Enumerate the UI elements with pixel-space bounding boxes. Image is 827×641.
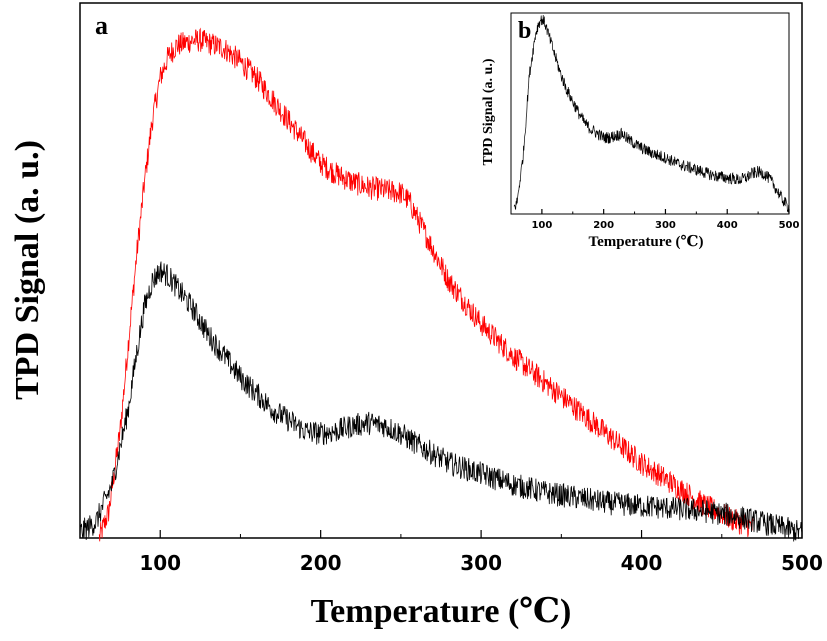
inset-x-axis-title: Temperature (℃) [588, 234, 703, 250]
inset-x-ticks: 100 200 300 400 500 [510, 209, 800, 231]
main-x-tick-label: 400 [621, 551, 663, 575]
inset-y-axis-title: TPD Signal (a. u.) [481, 58, 496, 165]
main-y-axis-title: TPD Signal (a. u.) [9, 140, 46, 400]
main-x-tick-label: 200 [300, 551, 342, 575]
inset-x-tick-label: 200 [593, 220, 614, 231]
main-x-tick-label: 300 [460, 551, 502, 575]
main-series-line-2 [79, 261, 803, 542]
main-series-group [79, 27, 803, 542]
panel-label-a: a [95, 11, 108, 40]
main-x-axis-title: Temperature (℃) [311, 593, 572, 630]
main-x-tick-label: 500 [781, 551, 823, 575]
inset-series-group [513, 14, 790, 213]
inset-series-line-1 [513, 14, 790, 213]
main-x-tick-label: 100 [139, 551, 181, 575]
inset-x-tick-label: 300 [655, 220, 676, 231]
inset-x-tick-label: 500 [779, 220, 800, 231]
main-plot-frame [79, 2, 803, 539]
inset-x-tick-label: 100 [531, 220, 552, 231]
inset-x-tick-label: 400 [717, 220, 738, 231]
main-series-line-1 [98, 27, 754, 542]
inset-plot-frame [510, 12, 790, 215]
panel-label-b: b [518, 18, 531, 44]
main-x-ticks: 100 200 300 400 500 [79, 530, 823, 575]
